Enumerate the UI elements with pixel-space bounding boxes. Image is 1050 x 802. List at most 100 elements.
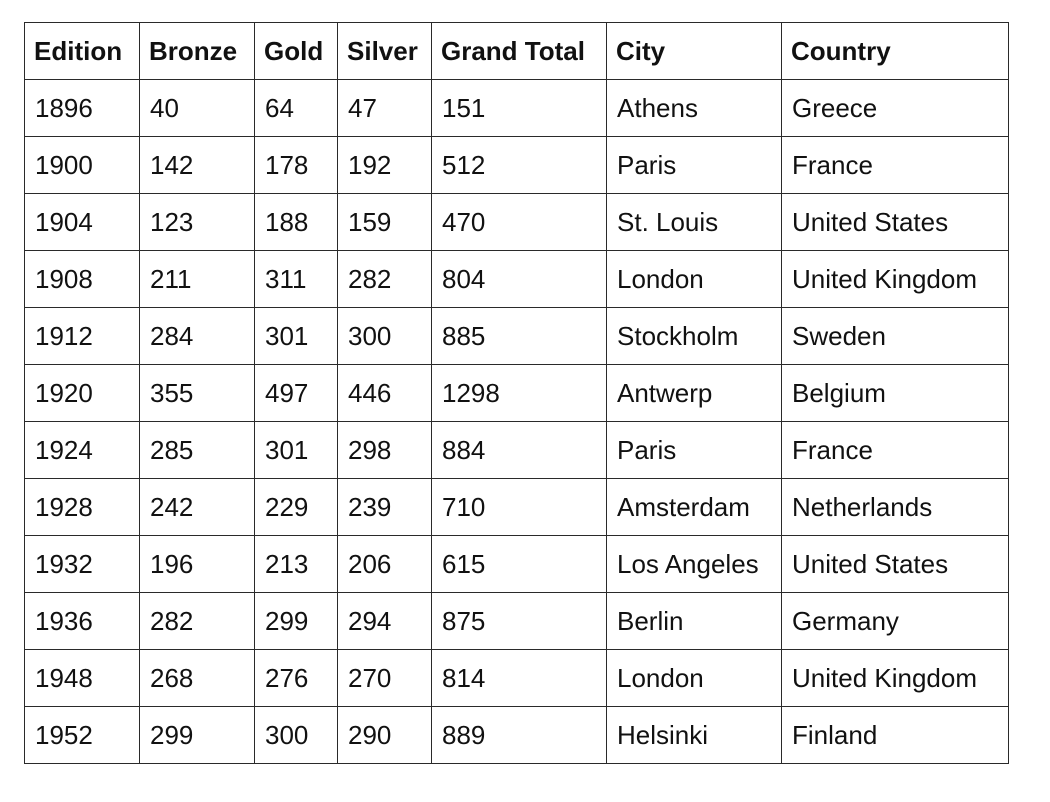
- table-cell-grand-total: 470: [431, 193, 607, 251]
- table-cell-city: Paris: [606, 421, 782, 479]
- table-cell-gold: 188: [254, 193, 338, 251]
- table-cell-silver: 159: [337, 193, 432, 251]
- table-cell-country: Netherlands: [781, 478, 1009, 536]
- table-cell-city: Paris: [606, 136, 782, 194]
- table-row: 1920 355 497 446 1298 Antwerp Belgium: [24, 364, 1009, 422]
- table-cell-country: France: [781, 136, 1009, 194]
- table-cell-silver: 239: [337, 478, 432, 536]
- table-cell-bronze: 242: [139, 478, 255, 536]
- table-cell-gold: 213: [254, 535, 338, 593]
- table-cell-city: Stockholm: [606, 307, 782, 365]
- table-row: 1912 284 301 300 885 Stockholm Sweden: [24, 307, 1009, 365]
- table-cell-grand-total: 151: [431, 79, 607, 137]
- table-cell-country: Sweden: [781, 307, 1009, 365]
- table-cell-bronze: 196: [139, 535, 255, 593]
- table-cell-edition: 1928: [24, 478, 140, 536]
- table-row: 1908 211 311 282 804 London United Kingdom: [24, 250, 1009, 308]
- table-cell-country: Germany: [781, 592, 1009, 650]
- table-cell-bronze: 285: [139, 421, 255, 479]
- table-cell-bronze: 211: [139, 250, 255, 308]
- table-cell-country: United Kingdom: [781, 649, 1009, 707]
- column-header-edition: Edition: [24, 22, 140, 80]
- column-header-city: City: [606, 22, 782, 80]
- table-cell-edition: 1904: [24, 193, 140, 251]
- table-cell-country: United States: [781, 193, 1009, 251]
- column-header-bronze: Bronze: [139, 22, 255, 80]
- table-cell-city: Los Angeles: [606, 535, 782, 593]
- table-cell-country: Belgium: [781, 364, 1009, 422]
- table-cell-grand-total: 889: [431, 706, 607, 764]
- table-cell-grand-total: 885: [431, 307, 607, 365]
- table-cell-country: Greece: [781, 79, 1009, 137]
- table-cell-bronze: 123: [139, 193, 255, 251]
- table-cell-city: London: [606, 250, 782, 308]
- table-cell-gold: 301: [254, 307, 338, 365]
- table-cell-gold: 178: [254, 136, 338, 194]
- table-row: 1952 299 300 290 889 Helsinki Finland: [24, 706, 1009, 764]
- table-cell-silver: 47: [337, 79, 432, 137]
- table-body: 1896 40 64 47 151 Athens Greece 1900 142 178 192 51…: [24, 79, 1009, 764]
- table-cell-silver: 206: [337, 535, 432, 593]
- table-row: 1900 142 178 192 512 Paris France: [24, 136, 1009, 194]
- table-cell-bronze: 268: [139, 649, 255, 707]
- table-row: 1948 268 276 270 814 London United Kingdom: [24, 649, 1009, 707]
- table-cell-city: London: [606, 649, 782, 707]
- table-cell-country: France: [781, 421, 1009, 479]
- table-cell-edition: 1896: [24, 79, 140, 137]
- table-cell-grand-total: 512: [431, 136, 607, 194]
- column-header-silver: Silver: [337, 22, 432, 80]
- medals-table: Edition Bronze Gold Silver Grand Total City Co…: [24, 22, 1009, 764]
- table-cell-grand-total: 814: [431, 649, 607, 707]
- table-cell-silver: 282: [337, 250, 432, 308]
- table-cell-city: Helsinki: [606, 706, 782, 764]
- table-cell-silver: 192: [337, 136, 432, 194]
- table-cell-silver: 300: [337, 307, 432, 365]
- table-row: 1904 123 188 159 470 St. Louis United States: [24, 193, 1009, 251]
- table-cell-edition: 1948: [24, 649, 140, 707]
- table-cell-bronze: 284: [139, 307, 255, 365]
- column-header-grand-total: Grand Total: [431, 22, 607, 80]
- table-cell-gold: 276: [254, 649, 338, 707]
- column-header-country: Country: [781, 22, 1009, 80]
- table-cell-silver: 270: [337, 649, 432, 707]
- table-cell-edition: 1932: [24, 535, 140, 593]
- table-cell-grand-total: 1298: [431, 364, 607, 422]
- table-cell-grand-total: 615: [431, 535, 607, 593]
- table-cell-grand-total: 884: [431, 421, 607, 479]
- table-cell-gold: 229: [254, 478, 338, 536]
- table-cell-edition: 1936: [24, 592, 140, 650]
- table-row: 1936 282 299 294 875 Berlin Germany: [24, 592, 1009, 650]
- table-cell-country: United States: [781, 535, 1009, 593]
- table-cell-city: Athens: [606, 79, 782, 137]
- header-row: Edition Bronze Gold Silver Grand Total City Co…: [24, 22, 1009, 80]
- table-cell-city: Antwerp: [606, 364, 782, 422]
- table-cell-gold: 64: [254, 79, 338, 137]
- table-cell-city: Berlin: [606, 592, 782, 650]
- table-cell-edition: 1900: [24, 136, 140, 194]
- table-cell-bronze: 355: [139, 364, 255, 422]
- table-cell-gold: 300: [254, 706, 338, 764]
- table-cell-gold: 301: [254, 421, 338, 479]
- table-cell-edition: 1908: [24, 250, 140, 308]
- table-cell-bronze: 142: [139, 136, 255, 194]
- table-cell-silver: 446: [337, 364, 432, 422]
- table-cell-city: St. Louis: [606, 193, 782, 251]
- table-row: 1896 40 64 47 151 Athens Greece: [24, 79, 1009, 137]
- table-cell-grand-total: 875: [431, 592, 607, 650]
- table-cell-country: United Kingdom: [781, 250, 1009, 308]
- table-cell-grand-total: 710: [431, 478, 607, 536]
- table-cell-gold: 311: [254, 250, 338, 308]
- table-cell-bronze: 282: [139, 592, 255, 650]
- table-header: Edition Bronze Gold Silver Grand Total City Co…: [24, 22, 1009, 80]
- table-row: 1932 196 213 206 615 Los Angeles United States: [24, 535, 1009, 593]
- table-cell-gold: 497: [254, 364, 338, 422]
- table-cell-gold: 299: [254, 592, 338, 650]
- table-cell-silver: 294: [337, 592, 432, 650]
- table-cell-city: Amsterdam: [606, 478, 782, 536]
- column-header-gold: Gold: [254, 22, 338, 80]
- table-row: 1924 285 301 298 884 Paris France: [24, 421, 1009, 479]
- table-cell-country: Finland: [781, 706, 1009, 764]
- table-row: 1928 242 229 239 710 Amsterdam Netherlands: [24, 478, 1009, 536]
- table-cell-bronze: 299: [139, 706, 255, 764]
- table-cell-edition: 1912: [24, 307, 140, 365]
